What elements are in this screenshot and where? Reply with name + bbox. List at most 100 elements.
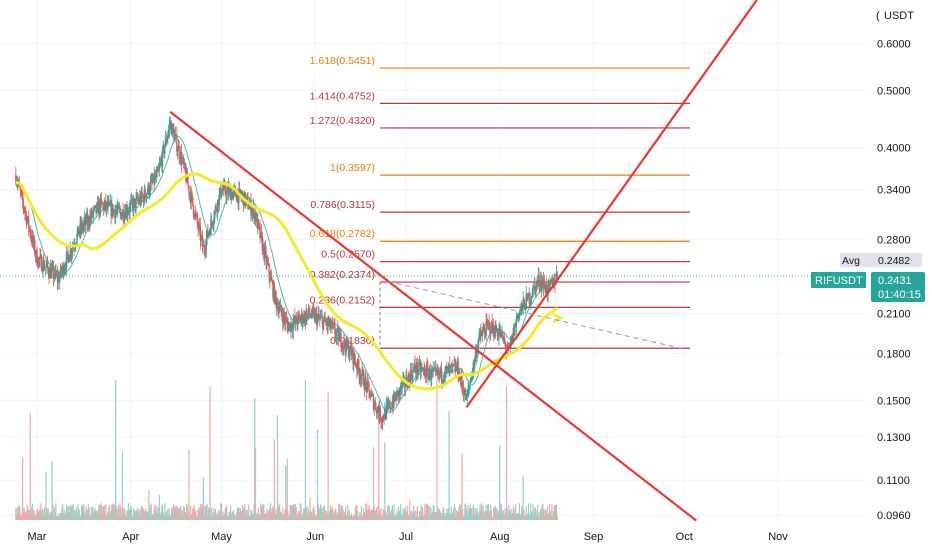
volume-bar <box>349 515 351 520</box>
trendlines[interactable] <box>169 0 758 522</box>
volume-bar <box>468 511 470 520</box>
descending-resistance-line[interactable] <box>169 110 698 522</box>
candle-body <box>285 318 287 323</box>
candle-body <box>34 253 37 256</box>
candle-body <box>496 331 498 332</box>
volume-bar <box>508 504 510 520</box>
candle-body <box>396 390 399 392</box>
candle-body <box>467 388 469 395</box>
volume-bar <box>418 511 421 520</box>
volume-bar <box>292 504 294 520</box>
volume-bar <box>56 515 58 520</box>
candle-body <box>465 395 468 401</box>
volume-bar <box>43 507 46 520</box>
volume-bar <box>245 514 247 520</box>
candle-body <box>512 328 515 341</box>
candle-body <box>213 210 216 220</box>
volume-bar <box>143 508 145 520</box>
volume-bar <box>390 511 392 520</box>
volume-bar <box>373 506 375 520</box>
candle-body <box>211 222 214 225</box>
candle-body <box>424 369 426 376</box>
volume-bar <box>145 508 147 520</box>
candle-body <box>430 378 432 380</box>
volume-bar <box>371 510 373 520</box>
volume-bar <box>419 515 421 520</box>
candle-body <box>393 392 396 400</box>
volume-bar <box>240 510 242 520</box>
candle-body <box>157 169 159 172</box>
volume-bar <box>65 504 68 520</box>
candle-body <box>76 233 78 243</box>
candle-body <box>514 323 516 336</box>
candle-body <box>536 282 538 285</box>
volume-bar <box>81 505 83 520</box>
volume-bar <box>222 511 224 520</box>
volume-bar <box>257 507 260 520</box>
volume-bar <box>97 510 99 520</box>
volume-bar <box>476 507 478 520</box>
candle-body <box>125 207 127 219</box>
candle-body <box>421 368 424 370</box>
candle-body <box>213 219 215 224</box>
candle-body <box>189 193 191 195</box>
price-tick-label: 0.0960 <box>877 510 911 522</box>
candle-body <box>27 216 30 229</box>
volume-bar <box>273 439 276 520</box>
volume-bar <box>418 516 420 520</box>
volume-bar <box>40 512 43 520</box>
volume-bar <box>338 504 341 520</box>
candle-body <box>267 263 270 265</box>
projection-line[interactable] <box>387 280 685 350</box>
volume-bar <box>139 516 141 520</box>
volume-bar <box>53 507 55 520</box>
volume-bar <box>335 508 337 520</box>
candle-body <box>476 348 478 359</box>
volume-bar <box>263 504 265 520</box>
volume-bar <box>185 512 187 520</box>
volume-bar <box>52 504 54 520</box>
candle-body <box>216 209 218 213</box>
volume-bar <box>489 510 491 520</box>
candle-body <box>504 341 506 344</box>
candle-body <box>29 228 31 236</box>
candle-body <box>65 253 68 269</box>
candle-body <box>306 313 309 315</box>
candle-body <box>108 202 110 203</box>
volume-bar <box>89 514 91 520</box>
volume-bar <box>291 505 294 520</box>
volume-bar <box>74 510 77 520</box>
candle-body <box>149 182 152 192</box>
volume-bar <box>528 515 530 520</box>
volume-bar <box>84 516 86 520</box>
volume-bar <box>113 503 115 520</box>
volume-bar <box>195 515 198 520</box>
ascending-support-line[interactable] <box>465 0 758 408</box>
candle-body <box>361 370 363 377</box>
candle-body <box>505 343 507 350</box>
candle-body <box>315 313 317 315</box>
candle-body <box>21 191 23 193</box>
volume-bar <box>273 509 275 520</box>
candle-body <box>279 306 281 310</box>
time-axis[interactable]: Mar Apr May Jun Jul Aug Sep Oct Nov <box>0 522 932 550</box>
candle-body <box>378 407 381 418</box>
candle-body <box>119 209 121 213</box>
candle-body <box>151 179 153 182</box>
candle-body <box>127 211 130 213</box>
candle-body <box>533 285 535 287</box>
candle-body <box>99 198 102 212</box>
volume-bar <box>221 516 223 520</box>
ma-arrow-icon <box>552 312 564 324</box>
volume-bar <box>37 509 39 520</box>
candle-body <box>459 374 462 382</box>
fib-level-label: 1.272(0.4320) <box>310 115 375 127</box>
volume-bar <box>114 508 116 520</box>
volume-bar <box>502 510 505 520</box>
volume-bar <box>329 505 331 520</box>
volume-bar <box>510 508 512 520</box>
candle-body <box>433 368 435 370</box>
candle-body <box>238 188 241 190</box>
volume-bar <box>232 510 235 520</box>
